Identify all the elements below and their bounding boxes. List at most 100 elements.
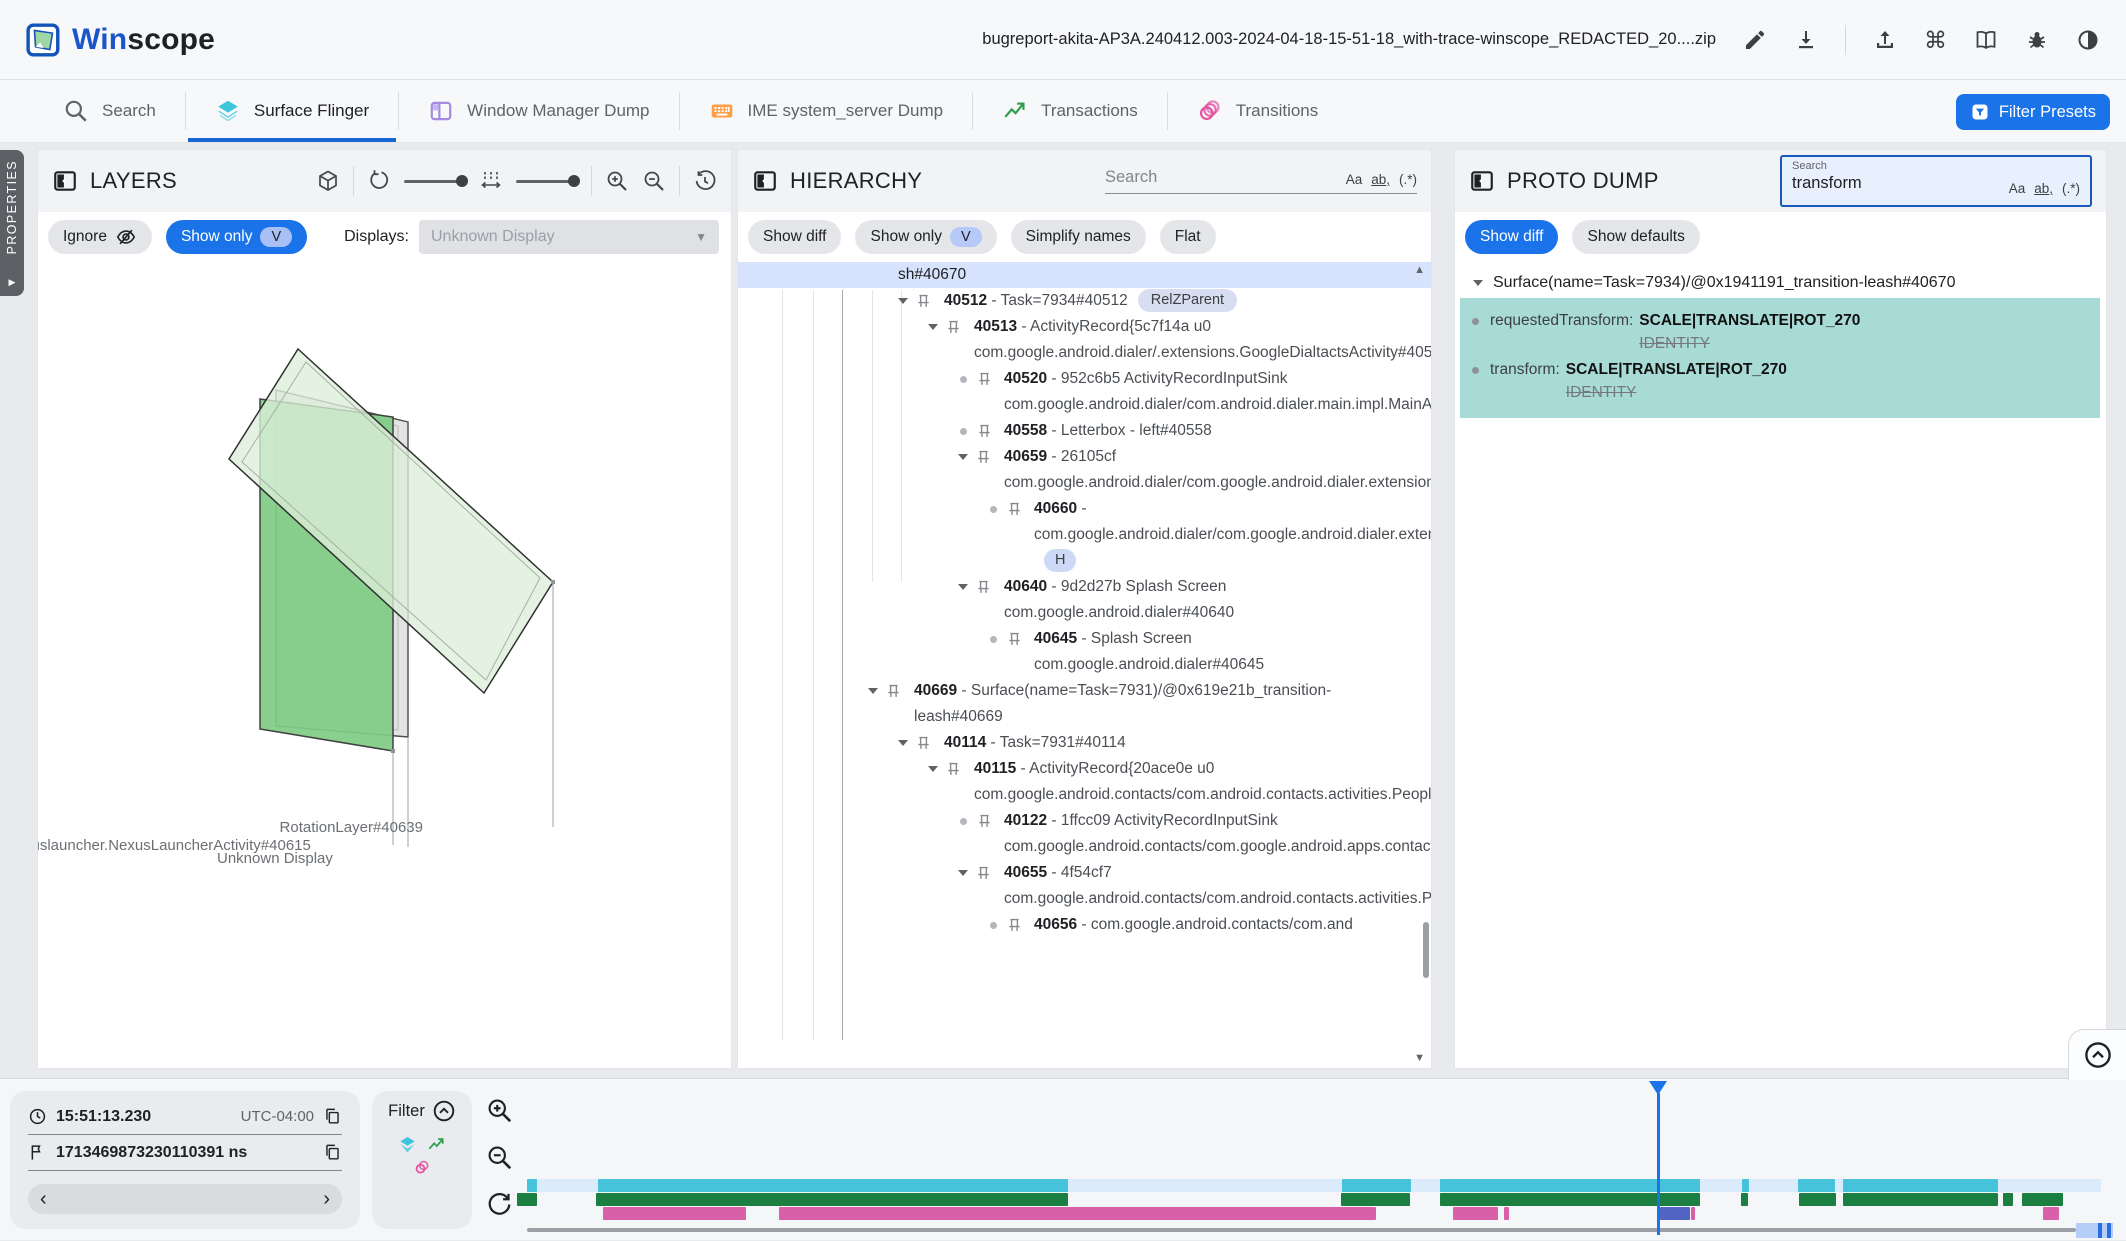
next-frame-button[interactable]: › [323,1187,330,1210]
match-case-icon[interactable]: Aa [2008,181,2026,196]
transactions-segment[interactable] [517,1193,537,1206]
human-time-field[interactable]: 15:51:13.230 UTC-04:00 [28,1099,342,1135]
transitions-trace-icon[interactable] [413,1158,432,1177]
scroll-up-icon[interactable]: ▲ [1414,264,1425,276]
proto-property[interactable]: requestedTransform: SCALE|TRANSLATE|ROT_2… [1460,310,2100,355]
documentation-icon[interactable] [1974,28,1998,52]
filter-presets-button[interactable]: Filter Presets [1955,94,2110,130]
surface-flinger-segment[interactable] [527,1179,537,1192]
transitions-segment[interactable] [1691,1207,1695,1220]
transitions-segment[interactable] [779,1207,1376,1220]
copy-icon[interactable] [323,1107,342,1126]
collapse-panel-icon[interactable] [52,168,78,194]
layers-3d-view[interactable]: RotationLayer#40639 xuslauncher.NexusLau… [38,262,731,1068]
tab-window-manager-dump[interactable]: Window Manager Dump [401,80,676,142]
tree-row[interactable]: 40512 - Task=7934#40512 RelZParent [738,288,1431,314]
tab-ime-system-server-dump[interactable]: IME system_server Dump [682,80,971,142]
collapse-panel-icon[interactable] [1469,168,1495,194]
expand-timeline-tab[interactable] [2068,1029,2126,1080]
collapse-panel-icon[interactable] [752,168,778,194]
transactions-segment[interactable] [2022,1193,2063,1206]
show-only-button[interactable]: Show only V [165,220,308,254]
tree-row[interactable]: 40513 - ActivityRecord{5c7f14a u0 com.go… [738,314,1431,366]
surface-flinger-segment[interactable] [598,1179,1068,1192]
show-diff-button[interactable]: Show diff [1465,220,1559,254]
tab-search[interactable]: Search [36,80,183,142]
surface-flinger-segment[interactable] [1843,1179,1998,1192]
tree-row[interactable]: 40669 - Surface(name=Task=7931)/@0x619e2… [738,678,1431,730]
show-diff-button[interactable]: Show diff [748,220,842,254]
transactions-segment[interactable] [1741,1193,1748,1206]
match-case-icon[interactable]: Aa [1345,172,1363,187]
show-only-button[interactable]: Show only V [855,220,997,254]
download-icon[interactable] [1794,28,1818,52]
tree-row[interactable]: 40520 - 952c6b5 ActivityRecordInputSink … [738,366,1431,418]
tab-transitions[interactable]: Transitions [1170,80,1346,142]
upload-icon[interactable] [1873,28,1897,52]
rotation-slider-knob[interactable] [456,175,468,187]
transactions-segment[interactable] [1799,1193,1836,1206]
surface-flinger-segment[interactable] [1742,1179,1749,1192]
tree-row[interactable]: 40656 - com.google.android.contacts/com.… [738,912,1431,938]
tree-row[interactable]: 40659 - 26105cf com.google.android.diale… [738,444,1431,496]
tree-row[interactable]: 40640 - 9d2d27b Splash Screen com.google… [738,574,1431,626]
surface-flinger-segment[interactable] [1440,1179,1700,1192]
surface-flinger-segment[interactable] [1342,1179,1411,1192]
collapse-arrow-icon[interactable] [928,324,938,330]
zoom-out-icon[interactable] [642,169,666,193]
tree-row[interactable]: 40122 - 1ffcc09 ActivityRecordInputSink … [738,808,1431,860]
tab-surface-flinger[interactable]: Surface Flinger [188,80,396,142]
rotation-slider[interactable] [404,175,468,187]
collapse-arrow-icon[interactable] [1473,280,1483,286]
transactions-trace-icon[interactable] [427,1135,446,1154]
regex-icon[interactable]: (.*) [1399,172,1417,187]
ns-time-field[interactable]: 1713469873230110391 ns [28,1135,342,1171]
tree-row[interactable]: 40115 - ActivityRecord{20ace0e u0 com.go… [738,756,1431,808]
surface-flinger-segment[interactable] [1798,1179,1835,1192]
transitions-segment[interactable] [1453,1207,1498,1220]
ignore-button[interactable]: Ignore [48,220,152,254]
simplify-names-button[interactable]: Simplify names [1010,220,1146,254]
transactions-segment[interactable] [1341,1193,1410,1206]
transitions-segment[interactable] [603,1207,746,1220]
timeline[interactable] [0,1079,2126,1241]
collapse-arrow-icon[interactable] [958,454,968,460]
zoom-in-icon[interactable] [605,169,629,193]
tree-row-selected[interactable]: sh#40670 [738,262,1431,288]
scroll-down-icon[interactable]: ▼ [1414,1052,1425,1064]
proto-property[interactable]: transform: SCALE|TRANSLATE|ROT_270 IDENTIT… [1460,359,2100,404]
collapse-arrow-icon[interactable] [868,688,878,694]
transactions-segment[interactable] [1440,1193,1700,1206]
timeline-range-tick2[interactable] [2107,1223,2111,1238]
proto-search-input[interactable]: Search transform Aa ab, (.*) [1780,155,2092,207]
edit-icon[interactable] [1743,28,1767,52]
scrollbar-thumb[interactable] [1423,922,1429,978]
proto-tree-node[interactable]: Surface(name=Task=7934)/@0x1941191_trans… [1455,262,2106,300]
transitions-segment[interactable] [1660,1207,1690,1220]
tab-transactions[interactable]: Transactions [975,80,1165,142]
collapse-arrow-icon[interactable] [898,740,908,746]
timeline-range[interactable] [2076,1223,2113,1238]
copy-icon[interactable] [323,1143,342,1162]
collapse-arrow-icon[interactable] [958,584,968,590]
match-word-icon[interactable]: ab, [2034,181,2053,196]
collapse-filter-icon[interactable] [432,1099,456,1123]
timeline-zoom-out-icon[interactable] [486,1144,513,1171]
rotation-layer-rect[interactable] [228,347,554,695]
tree-row[interactable]: 40660 - com.google.android.dialer/com.go… [738,496,1431,574]
timeline-reset-zoom-icon[interactable] [486,1191,513,1218]
dark-mode-icon[interactable] [2076,28,2100,52]
transactions-segment[interactable] [2003,1193,2013,1206]
timeline-scrollbar[interactable] [527,1228,2076,1232]
regex-icon[interactable]: (.*) [2062,181,2080,196]
collapse-arrow-icon[interactable] [898,298,908,304]
displays-select[interactable]: Unknown Display ▼ [419,220,719,254]
tree-row[interactable]: 40114 - Task=7931#40114 [738,730,1431,756]
cursor-handle[interactable] [1649,1081,1667,1095]
flat-button[interactable]: Flat [1159,220,1216,254]
collapse-arrow-icon[interactable] [928,766,938,772]
timeline-zoom-in-icon[interactable] [486,1097,513,1124]
show-defaults-button[interactable]: Show defaults [1572,220,1700,254]
transitions-segment[interactable] [2043,1207,2059,1220]
timeline-range-tick[interactable] [2098,1223,2102,1238]
